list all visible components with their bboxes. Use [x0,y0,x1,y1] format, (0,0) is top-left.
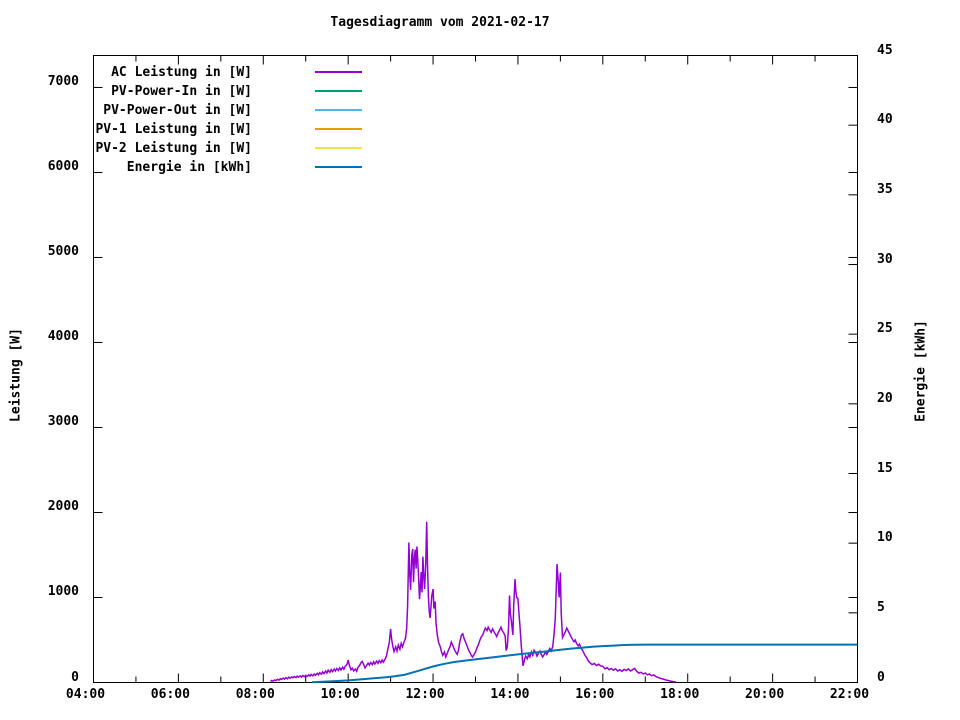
x-tick-label: 10:00 [320,687,360,702]
y1-tick-label: 7000 [47,74,79,90]
legend-swatch [315,166,362,168]
legend-swatch [315,90,362,92]
legend-label: Energie in [kWh] [126,159,252,175]
y1-tick-label: 4000 [47,329,79,345]
y2-tick-label: 30 [877,251,893,267]
y1-tick-label: 2000 [47,499,79,515]
y2-axis-title: Energie [kWh] [913,320,929,422]
y1-tick-label: 3000 [47,414,79,430]
x-tick-label: 12:00 [405,687,445,702]
legend-label: PV-1 Leistung in [W] [95,121,252,137]
y1-tick-label: 1000 [47,584,79,600]
x-tick-label: 16:00 [575,687,615,702]
legend-swatch [315,71,362,73]
x-tick-label: 14:00 [490,687,530,702]
x-tick-label: 08:00 [235,687,275,702]
series-energie-in-kwh- [312,643,858,684]
series-ac-leistung-in-w- [269,521,677,683]
legend-label: AC Leistung in [W] [111,64,252,80]
y2-tick-label: 5 [877,599,885,615]
y2-tick-label: 35 [877,181,893,197]
legend-label: PV-Power-Out in [W] [103,102,252,118]
legend-swatch [315,128,362,130]
x-tick-label: 20:00 [745,687,785,702]
legend-label: PV-2 Leistung in [W] [95,140,252,156]
y2-tick-label: 15 [877,460,893,476]
y1-tick-label: 6000 [47,159,79,175]
x-tick-label: 04:00 [65,687,106,702]
y2-tick-label: 45 [877,42,893,58]
y2-tick-label: 10 [877,530,893,546]
y2-tick-label: 25 [877,321,893,337]
legend-swatch [315,109,362,111]
y1-tick-label: 0 [71,669,79,685]
x-tick-label: 18:00 [660,687,700,702]
y2-tick-label: 40 [877,112,893,128]
x-tick-label: 22:00 [829,687,870,702]
y1-tick-label: 5000 [47,244,79,260]
legend-swatch [315,147,362,149]
y2-tick-label: 0 [877,669,885,685]
y2-tick-label: 20 [877,390,893,406]
x-tick-label: 06:00 [150,687,190,702]
legend-label: PV-Power-In in [W] [111,83,252,99]
chart-title: Tagesdiagramm vom 2021-02-17 [330,15,550,30]
